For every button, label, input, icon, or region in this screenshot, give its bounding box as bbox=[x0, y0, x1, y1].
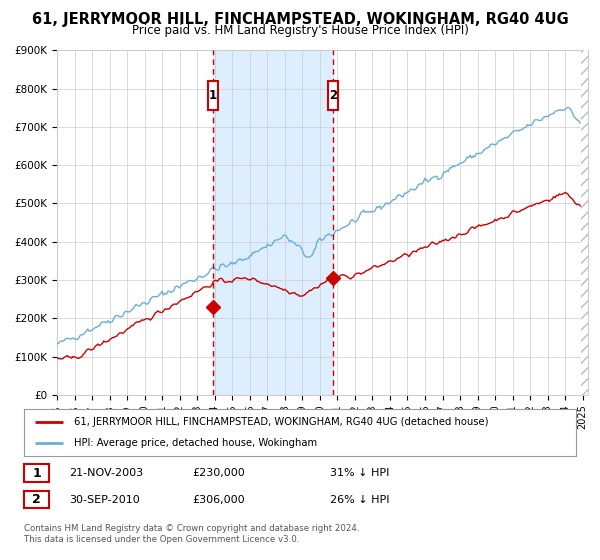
Text: 31% ↓ HPI: 31% ↓ HPI bbox=[330, 468, 389, 478]
Text: 26% ↓ HPI: 26% ↓ HPI bbox=[330, 494, 389, 505]
Text: This data is licensed under the Open Government Licence v3.0.: This data is licensed under the Open Gov… bbox=[24, 535, 299, 544]
Text: Contains HM Land Registry data © Crown copyright and database right 2024.: Contains HM Land Registry data © Crown c… bbox=[24, 524, 359, 533]
Text: HPI: Average price, detached house, Wokingham: HPI: Average price, detached house, Woki… bbox=[74, 438, 317, 448]
Text: 21-NOV-2003: 21-NOV-2003 bbox=[69, 468, 143, 478]
Text: 61, JERRYMOOR HILL, FINCHAMPSTEAD, WOKINGHAM, RG40 4UG (detached house): 61, JERRYMOOR HILL, FINCHAMPSTEAD, WOKIN… bbox=[74, 417, 488, 427]
Bar bbox=[213, 50, 333, 395]
Text: Price paid vs. HM Land Registry's House Price Index (HPI): Price paid vs. HM Land Registry's House … bbox=[131, 24, 469, 37]
Text: £306,000: £306,000 bbox=[192, 494, 245, 505]
Bar bbox=[581, 50, 588, 395]
Text: 1: 1 bbox=[32, 466, 41, 480]
Text: £230,000: £230,000 bbox=[192, 468, 245, 478]
FancyBboxPatch shape bbox=[328, 81, 338, 110]
Bar bbox=[581, 50, 588, 395]
Text: 2: 2 bbox=[329, 88, 337, 102]
Text: 61, JERRYMOOR HILL, FINCHAMPSTEAD, WOKINGHAM, RG40 4UG: 61, JERRYMOOR HILL, FINCHAMPSTEAD, WOKIN… bbox=[32, 12, 568, 27]
Text: 30-SEP-2010: 30-SEP-2010 bbox=[69, 494, 140, 505]
Text: 2: 2 bbox=[32, 493, 41, 506]
Text: 1: 1 bbox=[209, 88, 217, 102]
FancyBboxPatch shape bbox=[208, 81, 218, 110]
